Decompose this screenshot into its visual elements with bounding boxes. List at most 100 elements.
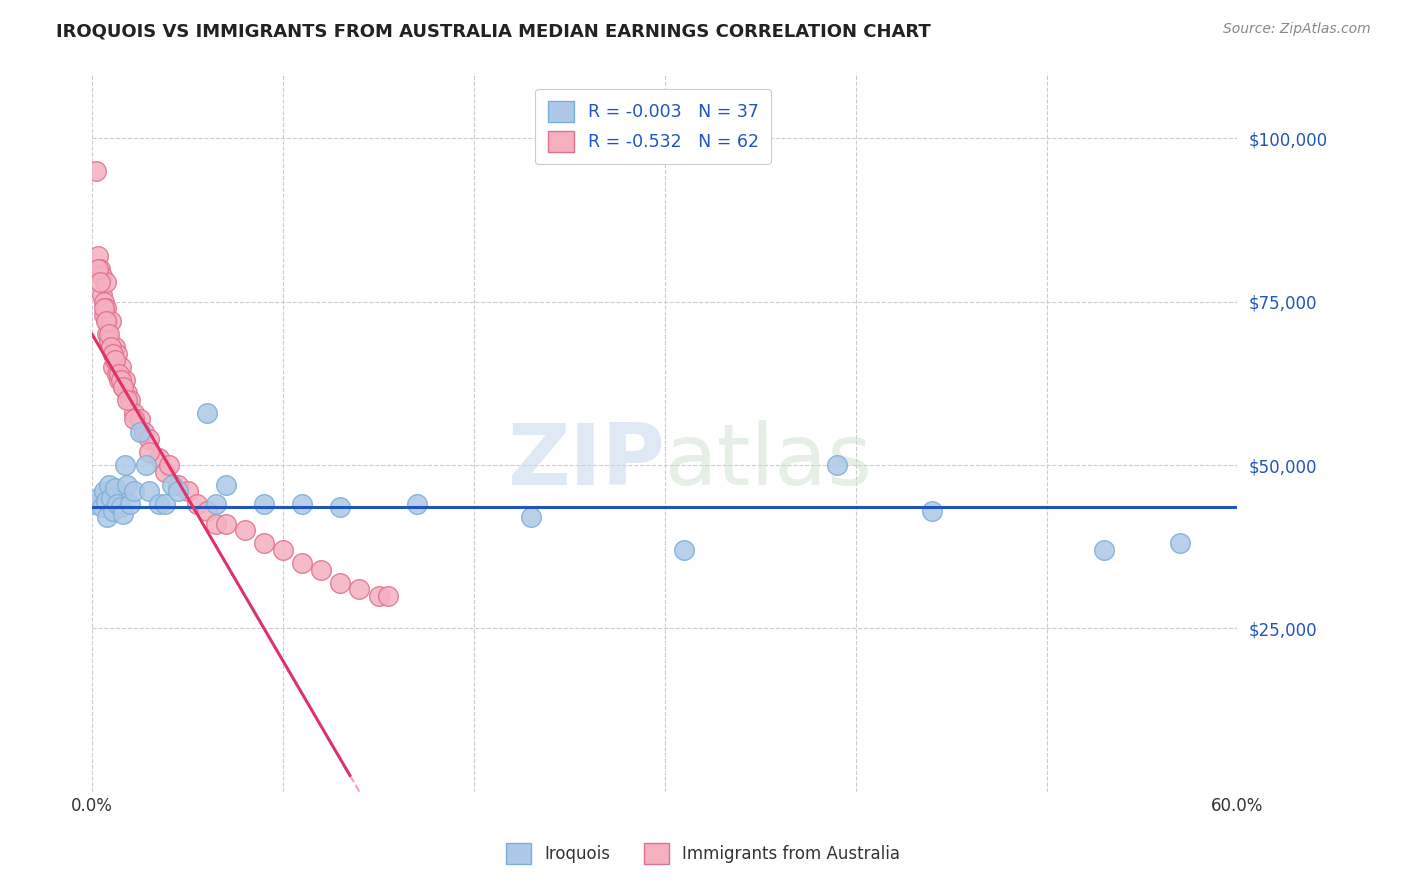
Point — [101, 347, 124, 361]
Point — [89, 275, 111, 289]
Point — [122, 406, 145, 420]
Point — [309, 563, 332, 577]
Point — [94, 301, 117, 316]
Point — [87, 491, 110, 505]
Point — [90, 500, 112, 515]
Point — [100, 314, 122, 328]
Point — [1168, 536, 1191, 550]
Point — [110, 500, 132, 515]
Point — [108, 367, 131, 381]
Point — [100, 340, 122, 354]
Point — [205, 497, 228, 511]
Point — [110, 359, 132, 374]
Point — [93, 308, 115, 322]
Point — [157, 458, 180, 472]
Point — [96, 327, 118, 342]
Point — [100, 340, 122, 354]
Point — [105, 367, 128, 381]
Point — [377, 589, 399, 603]
Point — [138, 484, 160, 499]
Point — [89, 262, 111, 277]
Point — [96, 314, 118, 328]
Point — [122, 484, 145, 499]
Point — [104, 340, 127, 354]
Point — [329, 575, 352, 590]
Point — [186, 497, 208, 511]
Point — [167, 484, 190, 499]
Point — [101, 504, 124, 518]
Point — [153, 465, 176, 479]
Point — [367, 589, 389, 603]
Point — [329, 500, 352, 515]
Point — [87, 249, 110, 263]
Point — [138, 432, 160, 446]
Point — [167, 477, 190, 491]
Point — [120, 392, 142, 407]
Point — [825, 458, 848, 472]
Text: atlas: atlas — [665, 419, 873, 502]
Point — [90, 268, 112, 283]
Point — [100, 491, 122, 505]
Text: Source: ZipAtlas.com: Source: ZipAtlas.com — [1223, 22, 1371, 37]
Point — [94, 314, 117, 328]
Point — [98, 477, 121, 491]
Point — [105, 347, 128, 361]
Point — [291, 556, 314, 570]
Point — [115, 392, 138, 407]
Point — [132, 425, 155, 440]
Point — [405, 497, 427, 511]
Point — [138, 445, 160, 459]
Point — [111, 379, 134, 393]
Point — [120, 497, 142, 511]
Point — [176, 484, 198, 499]
Point — [253, 536, 276, 550]
Point — [672, 543, 695, 558]
Point — [129, 425, 152, 440]
Point — [104, 353, 127, 368]
Point — [162, 477, 184, 491]
Point — [135, 458, 157, 472]
Point — [1092, 543, 1115, 558]
Point — [84, 164, 107, 178]
Point — [111, 507, 134, 521]
Point — [291, 497, 314, 511]
Legend: R = -0.003   N = 37, R = -0.532   N = 62: R = -0.003 N = 37, R = -0.532 N = 62 — [536, 89, 770, 164]
Point — [93, 301, 115, 316]
Point — [94, 494, 117, 508]
Point — [215, 516, 238, 531]
Point — [104, 481, 127, 495]
Text: IROQUOIS VS IMMIGRANTS FROM AUSTRALIA MEDIAN EARNINGS CORRELATION CHART: IROQUOIS VS IMMIGRANTS FROM AUSTRALIA ME… — [56, 22, 931, 40]
Point — [271, 543, 294, 558]
Point — [111, 379, 134, 393]
Point — [148, 451, 170, 466]
Point — [101, 359, 124, 374]
Point — [148, 497, 170, 511]
Point — [233, 524, 256, 538]
Point — [195, 504, 218, 518]
Point — [108, 373, 131, 387]
Point — [93, 484, 115, 499]
Point — [98, 334, 121, 348]
Point — [122, 412, 145, 426]
Point — [349, 582, 371, 596]
Point — [153, 497, 176, 511]
Point — [115, 386, 138, 401]
Legend: Iroquois, Immigrants from Australia: Iroquois, Immigrants from Australia — [499, 837, 907, 871]
Point — [205, 516, 228, 531]
Point — [90, 288, 112, 302]
Point — [253, 497, 276, 511]
Point — [93, 294, 115, 309]
Point — [96, 510, 118, 524]
Point — [101, 347, 124, 361]
Point — [215, 477, 238, 491]
Point — [94, 275, 117, 289]
Point — [195, 406, 218, 420]
Point — [110, 373, 132, 387]
Point — [104, 353, 127, 368]
Point — [921, 504, 943, 518]
Point — [105, 497, 128, 511]
Point — [98, 327, 121, 342]
Point — [114, 458, 136, 472]
Point — [87, 262, 110, 277]
Text: ZIP: ZIP — [508, 419, 665, 502]
